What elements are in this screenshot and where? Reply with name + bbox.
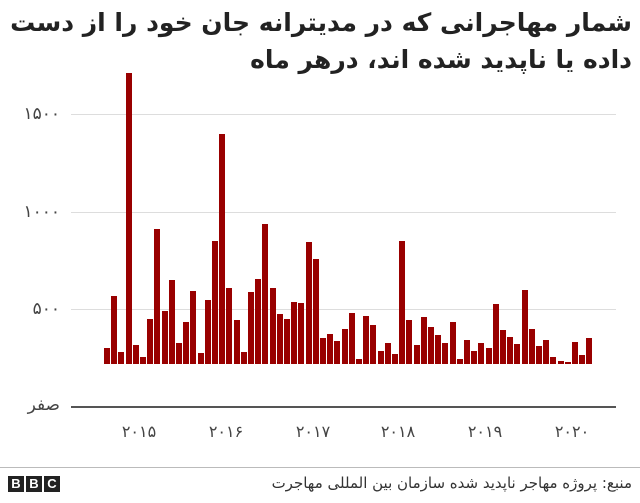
bar bbox=[392, 354, 398, 364]
bar bbox=[197, 353, 204, 364]
x-tick-label: ۲۰۱۹ bbox=[467, 422, 503, 441]
bar bbox=[500, 330, 506, 364]
bar bbox=[428, 326, 434, 364]
bar bbox=[161, 311, 168, 364]
bar bbox=[305, 241, 312, 364]
x-tick-label: ۲۰۱۵ bbox=[121, 422, 157, 441]
x-tick-label: ۲۰۱۸ bbox=[380, 422, 416, 441]
bar bbox=[449, 322, 456, 364]
bar bbox=[255, 278, 262, 364]
bar bbox=[557, 361, 564, 364]
bar bbox=[406, 319, 413, 364]
bar bbox=[564, 362, 571, 364]
bar bbox=[111, 296, 118, 364]
bar bbox=[312, 258, 319, 364]
y-tick-label: ۱۵۰۰ bbox=[23, 104, 60, 124]
bar bbox=[320, 338, 326, 364]
bar bbox=[363, 315, 370, 364]
bar bbox=[154, 229, 161, 364]
bar bbox=[219, 133, 226, 364]
bar bbox=[572, 341, 578, 364]
bar bbox=[248, 291, 254, 364]
bar bbox=[464, 340, 470, 364]
bbc-logo: B B C bbox=[8, 476, 60, 492]
x-tick-label: ۲۰۱۶ bbox=[208, 422, 244, 441]
bar bbox=[176, 342, 182, 364]
bar bbox=[370, 324, 377, 364]
gridline-1000 bbox=[71, 212, 616, 213]
bar bbox=[514, 344, 521, 364]
bar bbox=[147, 319, 154, 364]
bar bbox=[384, 342, 391, 364]
bar bbox=[492, 303, 499, 364]
bar bbox=[399, 240, 406, 364]
bar bbox=[471, 350, 478, 364]
bar bbox=[543, 340, 550, 364]
x-tick-label: ۲۰۱۷ bbox=[295, 422, 331, 441]
bar bbox=[104, 348, 110, 364]
footer-divider bbox=[0, 467, 640, 468]
chart-title: شمار مهاجرانی که در مدیترانه جان خود را … bbox=[10, 8, 632, 74]
bar bbox=[507, 337, 514, 364]
y-tick-label: ۵۰۰ bbox=[32, 299, 60, 319]
bar bbox=[168, 280, 175, 364]
bar bbox=[536, 346, 542, 364]
bar bbox=[334, 341, 341, 364]
x-axis-baseline bbox=[71, 406, 616, 408]
bar bbox=[435, 334, 442, 364]
bar bbox=[442, 342, 449, 364]
bar bbox=[456, 358, 463, 364]
bar bbox=[233, 319, 240, 364]
bar bbox=[485, 348, 492, 364]
bar bbox=[262, 223, 269, 364]
bbc-logo-letter: B bbox=[26, 476, 42, 492]
bar bbox=[190, 290, 197, 364]
y-tick-label: صفر bbox=[27, 395, 60, 415]
bar bbox=[118, 351, 125, 364]
bbc-logo-letter: B bbox=[8, 476, 24, 492]
gridline-1500 bbox=[71, 114, 616, 115]
bar bbox=[327, 333, 334, 364]
bar bbox=[226, 287, 233, 364]
gridline-500 bbox=[71, 309, 616, 310]
bar bbox=[284, 319, 290, 364]
bar bbox=[240, 351, 247, 364]
bar bbox=[204, 299, 211, 364]
bar bbox=[183, 322, 190, 364]
bar bbox=[550, 357, 557, 364]
bar bbox=[291, 301, 298, 364]
x-tick-label: ۲۰۲۰ bbox=[554, 422, 590, 441]
y-tick-label: ۱۰۰۰ bbox=[23, 202, 60, 222]
source-note: منبع: پروژه مهاجر ناپدید شده سازمان بین … bbox=[271, 474, 632, 492]
bar bbox=[579, 355, 586, 364]
bar bbox=[521, 289, 528, 364]
bar bbox=[140, 357, 146, 364]
bar bbox=[298, 302, 305, 364]
bbc-logo-letter: C bbox=[44, 476, 60, 492]
bar bbox=[269, 287, 276, 364]
bar bbox=[586, 338, 593, 364]
bar bbox=[212, 240, 218, 364]
bar bbox=[420, 316, 427, 364]
bar-chart: ۱۵۰۰ ۱۰۰۰ ۵۰۰ صفر ۲۰۱۵ ۲۰۱۶ ۲۰۱۷ ۲۰۱۸ ۲۰… bbox=[23, 73, 616, 441]
bar bbox=[276, 314, 283, 364]
bar bbox=[132, 345, 139, 364]
bar bbox=[125, 73, 132, 364]
bar bbox=[413, 345, 420, 364]
bar bbox=[348, 313, 355, 364]
bar bbox=[356, 358, 362, 364]
bar bbox=[341, 329, 348, 364]
bar bbox=[478, 342, 485, 364]
bar bbox=[528, 329, 535, 364]
bar bbox=[377, 350, 384, 364]
